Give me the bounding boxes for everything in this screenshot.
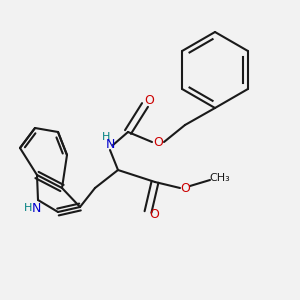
Text: N: N — [105, 139, 115, 152]
Text: O: O — [144, 94, 154, 107]
Text: CH₃: CH₃ — [210, 173, 230, 183]
Text: N: N — [31, 202, 41, 214]
Text: O: O — [153, 136, 163, 148]
Text: H: H — [102, 132, 110, 142]
Text: O: O — [180, 182, 190, 194]
Text: O: O — [149, 208, 159, 220]
Text: H: H — [24, 203, 32, 213]
